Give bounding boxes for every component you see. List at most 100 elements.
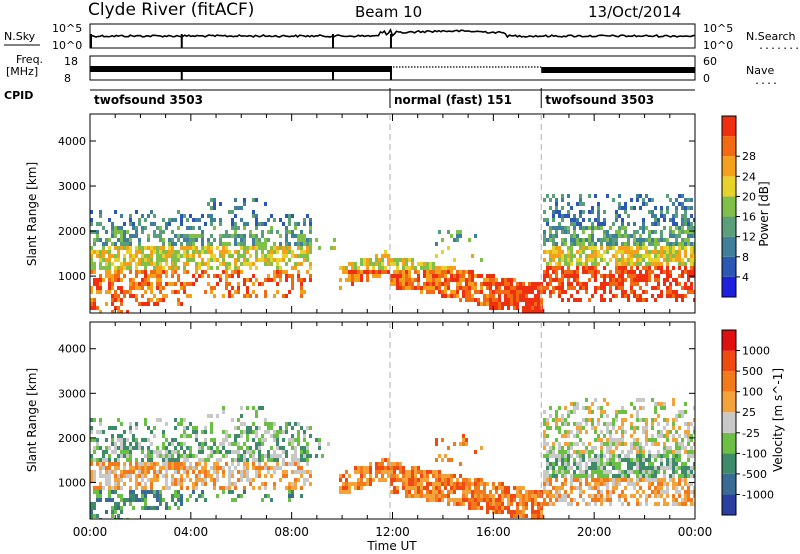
power-cell-709: [270, 230, 273, 234]
power-cell-746: [282, 250, 285, 254]
velocity-cell-536: [225, 462, 228, 466]
velocity-cell-1465: [585, 482, 588, 486]
power-cell-144: [120, 278, 123, 282]
power-cell-151: [123, 230, 126, 234]
velocity-cell-523: [222, 442, 225, 446]
velocity-cell-1888: [672, 422, 675, 426]
velocity-cell-522: [222, 438, 225, 442]
velocity-cell-526: [222, 466, 225, 470]
power-cell-1084: [459, 234, 462, 238]
velocity-cell-1095: [474, 478, 477, 482]
velocity-cell-1160: [501, 506, 504, 510]
velocity-cell-1707: [636, 410, 639, 414]
power-cell-1573: [600, 298, 603, 302]
power-cell-924: [390, 278, 393, 282]
power-cell-989: [423, 262, 426, 266]
power-cell-1418: [570, 234, 573, 238]
velocity-cell-97: [111, 506, 114, 510]
velocity-cell-1434: [579, 466, 582, 470]
velocity-cell-851: [357, 486, 360, 490]
power-cell-417: [186, 234, 189, 238]
velocity-cell-134: [120, 422, 123, 426]
velocity-cell-1053: [456, 486, 459, 490]
velocity-cell-1346: [561, 482, 564, 486]
velocity-cell-752: [291, 442, 294, 446]
power-cell-1758: [639, 246, 642, 250]
velocity-cell-1904: [672, 502, 675, 506]
power-cell-1607: [609, 278, 612, 282]
velocity-cell-981: [426, 498, 429, 502]
power-cell-1419: [570, 238, 573, 242]
power-cell-980: [417, 270, 420, 274]
power-cell-867: [351, 282, 354, 286]
velocity-cell-1448: [582, 458, 585, 462]
power-cell-1382: [561, 282, 564, 286]
power-cell-184: [129, 270, 132, 274]
velocity-cell-236: [144, 422, 147, 426]
power-cell-1768: [642, 198, 645, 202]
velocity-cell-349: [171, 482, 174, 486]
power-cell-301: [156, 278, 159, 282]
power-cell-251: [144, 290, 147, 294]
power-cell-1960: [678, 282, 681, 286]
power-cell-1076: [456, 270, 459, 274]
power-cell-462: [198, 254, 201, 258]
velocity-cell-1064: [462, 438, 465, 442]
power-cell-1373: [561, 238, 564, 242]
velocity-cell-330: [165, 502, 168, 506]
power-cell-1711: [630, 254, 633, 258]
velocity-cell-1325: [558, 450, 561, 454]
velocity-cell-1981: [687, 486, 690, 490]
velocity-cell-602: [243, 486, 246, 490]
power-cell-1055: [447, 278, 450, 282]
power-cell-1843: [657, 218, 660, 222]
velocity-cell-1739: [639, 486, 642, 490]
velocity-cell-1987: [690, 438, 693, 442]
power-cell-822: [303, 258, 306, 262]
power-cell-634: [246, 278, 249, 282]
velocity-cell-952: [414, 486, 417, 490]
velocity-cell-157: [123, 466, 126, 470]
velocity-cell-271: [150, 486, 153, 490]
power-cell-868: [354, 262, 357, 266]
power-cell-1916: [672, 214, 675, 218]
velocity-cell-1225: [534, 510, 537, 514]
velocity-cell-678: [264, 494, 267, 498]
power-cell-880: [360, 274, 363, 278]
power-cell-286: [153, 266, 156, 270]
velocity-cell-1495: [591, 498, 594, 502]
power-cell-1516: [588, 298, 591, 302]
power-cell-1732: [633, 278, 636, 282]
power-cell-645: [249, 294, 252, 298]
power-cell-969: [411, 258, 414, 262]
power-cell-2003: [687, 230, 690, 234]
power-cell-1737: [636, 198, 639, 202]
power-cell-365: [171, 270, 174, 274]
velocity-cell-756: [291, 462, 294, 466]
power-cell-1514: [588, 270, 591, 274]
power-cell-1460: [576, 298, 579, 302]
velocity-cell-1128: [486, 510, 489, 514]
velocity-cell-837: [345, 490, 348, 494]
velocity-cell-495: [213, 438, 216, 442]
power-cell-556: [228, 210, 231, 214]
velocity-cell-1615: [615, 430, 618, 434]
power-cell-952: [402, 282, 405, 286]
power-cell-221: [138, 262, 141, 266]
velocity-cell-1076: [465, 482, 468, 486]
velocity-cell-1196: [519, 514, 522, 518]
power-cell-780: [291, 266, 294, 270]
power-cell-378: [174, 282, 177, 286]
power-cell-26: [93, 302, 96, 306]
power-cell-130: [117, 294, 120, 298]
power-cell-679: [261, 230, 264, 234]
power-cell-1211: [513, 298, 516, 302]
power-cell-173: [129, 218, 132, 222]
power-cell-212: [135, 294, 138, 298]
velocity-cell-3: [90, 438, 93, 442]
velocity-cell-531: [225, 430, 228, 434]
velocity-cell-750: [291, 434, 294, 438]
power-cell-1171: [495, 302, 498, 306]
velocity-cell-207: [135, 474, 138, 478]
velocity-cell-1146: [495, 510, 498, 514]
